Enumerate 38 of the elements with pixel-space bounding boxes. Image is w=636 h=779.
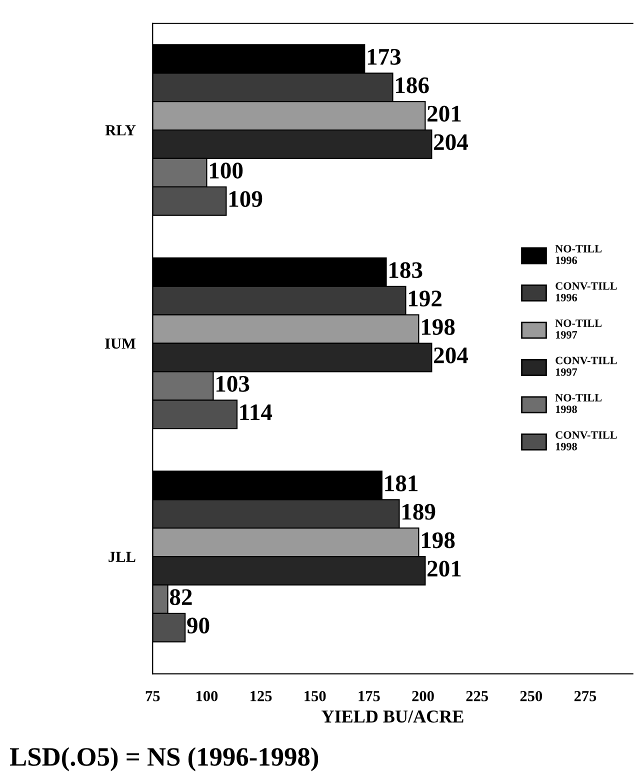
data-label: 201 bbox=[428, 560, 461, 577]
x-tick-label: 225 bbox=[466, 690, 488, 702]
data-label: 114 bbox=[240, 404, 272, 420]
legend-label: NO-TILL 1998 bbox=[555, 394, 602, 414]
x-tick-label: 125 bbox=[250, 690, 272, 702]
data-label: 181 bbox=[385, 475, 418, 492]
x-tick-label: 100 bbox=[196, 690, 218, 702]
legend-label: NO-TILL 1996 bbox=[555, 244, 602, 264]
y-tick-label: JLL bbox=[108, 552, 136, 562]
data-label: 198 bbox=[422, 319, 455, 335]
legend-label: NO-TILL 1997 bbox=[555, 319, 602, 339]
text: LSD(.O5) = NS (1996-1998) bbox=[10, 747, 318, 772]
data-label: 109 bbox=[229, 191, 262, 208]
x-tick-label: 150 bbox=[304, 690, 326, 702]
legend-label: CONV-TILL 1997 bbox=[556, 356, 617, 376]
data-label: 82 bbox=[170, 589, 192, 606]
data-label: 192 bbox=[408, 290, 442, 307]
x-tick-label: 75 bbox=[146, 691, 160, 702]
data-label: 204 bbox=[434, 134, 468, 150]
data-label: 186 bbox=[396, 77, 429, 94]
x-tick-label: 250 bbox=[520, 690, 542, 702]
data-label: 183 bbox=[390, 262, 422, 278]
legend-label: CONV-TILL 1996 bbox=[556, 282, 617, 302]
data-label: 201 bbox=[428, 106, 461, 122]
data-label: 198 bbox=[422, 532, 455, 548]
data-label: 100 bbox=[210, 162, 243, 179]
x-tick-label: 200 bbox=[412, 690, 434, 702]
y-tick-label: IUM bbox=[105, 338, 136, 349]
data-label: 90 bbox=[187, 618, 210, 634]
x-tick-label: 175 bbox=[358, 691, 380, 702]
x-axis-title: YIELD BU/ACRE bbox=[322, 710, 464, 723]
data-label: 189 bbox=[402, 504, 436, 520]
data-label: 173 bbox=[368, 48, 401, 65]
data-label: 204 bbox=[434, 347, 468, 364]
x-tick-label: 275 bbox=[574, 690, 596, 702]
legend-label: CONV-TILL 1998 bbox=[556, 431, 617, 450]
y-tick-label: RLY bbox=[105, 125, 136, 136]
data-label: 103 bbox=[216, 376, 250, 392]
